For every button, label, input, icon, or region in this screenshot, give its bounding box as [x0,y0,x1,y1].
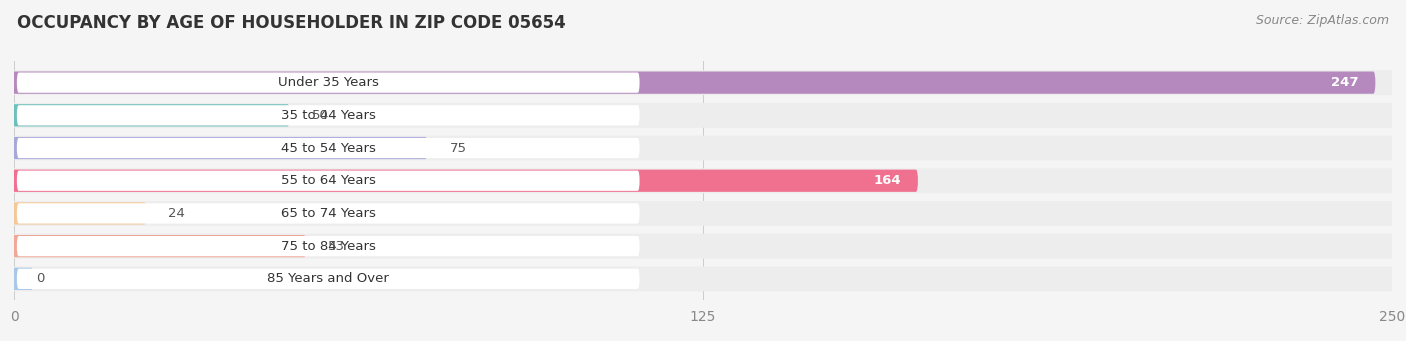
FancyBboxPatch shape [11,169,918,192]
Text: 247: 247 [1331,76,1358,89]
FancyBboxPatch shape [11,235,307,257]
FancyBboxPatch shape [11,168,1395,193]
FancyBboxPatch shape [11,202,146,224]
FancyBboxPatch shape [17,73,640,93]
FancyBboxPatch shape [11,103,1395,128]
Text: 53: 53 [328,240,346,253]
Text: OCCUPANCY BY AGE OF HOUSEHOLDER IN ZIP CODE 05654: OCCUPANCY BY AGE OF HOUSEHOLDER IN ZIP C… [17,14,565,32]
FancyBboxPatch shape [11,72,1375,94]
FancyBboxPatch shape [11,137,427,159]
Text: 35 to 44 Years: 35 to 44 Years [281,109,375,122]
FancyBboxPatch shape [11,104,290,127]
Text: 24: 24 [169,207,186,220]
FancyBboxPatch shape [17,138,640,158]
FancyBboxPatch shape [11,266,1395,291]
FancyBboxPatch shape [17,170,640,191]
Text: 75 to 84 Years: 75 to 84 Years [281,240,375,253]
Text: 0: 0 [37,272,45,285]
FancyBboxPatch shape [17,236,640,256]
Text: 45 to 54 Years: 45 to 54 Years [281,142,375,154]
Text: 164: 164 [873,174,901,187]
FancyBboxPatch shape [17,269,640,289]
Text: Source: ZipAtlas.com: Source: ZipAtlas.com [1256,14,1389,27]
FancyBboxPatch shape [11,136,1395,161]
Text: 50: 50 [312,109,329,122]
FancyBboxPatch shape [17,203,640,224]
Text: 85 Years and Over: 85 Years and Over [267,272,389,285]
Text: 65 to 74 Years: 65 to 74 Years [281,207,375,220]
FancyBboxPatch shape [11,201,1395,226]
FancyBboxPatch shape [11,234,1395,258]
Text: Under 35 Years: Under 35 Years [278,76,378,89]
Text: 75: 75 [450,142,467,154]
Text: 55 to 64 Years: 55 to 64 Years [281,174,375,187]
FancyBboxPatch shape [11,268,34,290]
FancyBboxPatch shape [17,105,640,125]
FancyBboxPatch shape [11,70,1395,95]
